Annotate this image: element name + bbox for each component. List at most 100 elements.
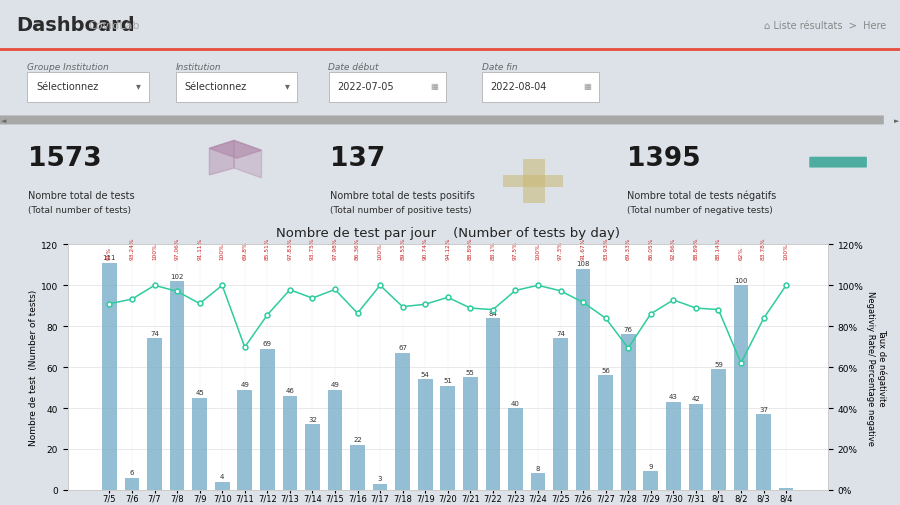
FancyBboxPatch shape — [328, 73, 446, 103]
FancyBboxPatch shape — [809, 158, 867, 168]
Text: 76: 76 — [624, 326, 633, 332]
Text: 88.89%: 88.89% — [468, 237, 472, 259]
Text: 69.8%: 69.8% — [242, 240, 248, 259]
Polygon shape — [210, 141, 234, 176]
Text: 3: 3 — [378, 475, 382, 481]
Bar — [440, 386, 455, 490]
Text: 1573: 1573 — [28, 146, 102, 172]
Bar — [170, 282, 184, 490]
Text: 97.5%: 97.5% — [513, 240, 518, 259]
Text: Nombre total de tests positifs: Nombre total de tests positifs — [329, 190, 474, 200]
Text: ◄: ◄ — [1, 118, 6, 124]
Text: (Total number of tests): (Total number of tests) — [28, 206, 131, 215]
Text: 8: 8 — [536, 465, 540, 471]
Text: (Total number of negative tests): (Total number of negative tests) — [626, 206, 772, 215]
Bar — [508, 408, 523, 490]
Text: 69: 69 — [263, 340, 272, 346]
Text: ►: ► — [894, 118, 899, 124]
Text: 97.06%: 97.06% — [175, 237, 180, 259]
Text: Nombre total de tests négatifs: Nombre total de tests négatifs — [626, 190, 776, 200]
Bar — [418, 380, 433, 490]
Text: 9: 9 — [649, 463, 653, 469]
Bar — [124, 478, 140, 490]
Text: 43: 43 — [669, 394, 678, 399]
Text: Date début: Date début — [328, 63, 379, 72]
Text: 88.1%: 88.1% — [491, 240, 495, 259]
Bar — [644, 472, 658, 490]
Bar — [350, 445, 365, 490]
Bar — [688, 404, 703, 490]
Text: Nombre total de tests: Nombre total de tests — [28, 190, 135, 200]
Text: 74: 74 — [150, 330, 159, 336]
Text: 90.74%: 90.74% — [423, 237, 428, 259]
Text: 93.75%: 93.75% — [310, 237, 315, 259]
Bar — [102, 263, 117, 490]
Text: 32: 32 — [308, 416, 317, 422]
Text: 74: 74 — [556, 330, 565, 336]
Text: 137: 137 — [329, 146, 385, 172]
Text: 51: 51 — [444, 377, 452, 383]
Text: Sélectionnez: Sélectionnez — [184, 81, 247, 91]
Text: 62%: 62% — [739, 246, 743, 259]
Text: 6: 6 — [130, 469, 134, 475]
Text: 100%: 100% — [784, 242, 788, 259]
FancyBboxPatch shape — [0, 116, 884, 125]
Text: 92.86%: 92.86% — [670, 237, 676, 259]
Text: 84: 84 — [489, 310, 498, 316]
Text: ▦: ▦ — [583, 82, 591, 91]
Text: 88.89%: 88.89% — [693, 237, 698, 259]
Text: ⌂ Liste résultats  >  Here: ⌂ Liste résultats > Here — [764, 21, 886, 30]
Text: 94.12%: 94.12% — [446, 237, 450, 259]
Text: 93.24%: 93.24% — [130, 237, 134, 259]
Text: 102: 102 — [170, 273, 184, 279]
Text: 97.3%: 97.3% — [558, 240, 563, 259]
Text: 100%: 100% — [536, 242, 541, 259]
Text: 91.11%: 91.11% — [197, 237, 202, 259]
Bar — [621, 335, 635, 490]
Text: 100%: 100% — [220, 242, 225, 259]
Bar — [193, 398, 207, 490]
Bar — [734, 286, 748, 490]
Bar — [576, 270, 590, 490]
Bar — [283, 396, 297, 490]
Y-axis label: Nombre de test  (Number of tests): Nombre de test (Number of tests) — [29, 289, 38, 445]
FancyBboxPatch shape — [27, 73, 148, 103]
Bar — [260, 349, 274, 490]
Text: 46: 46 — [285, 387, 294, 393]
Text: 83.93%: 83.93% — [603, 237, 608, 259]
Text: 97.83%: 97.83% — [287, 237, 292, 259]
Text: 4: 4 — [220, 473, 224, 479]
Text: 1395: 1395 — [626, 146, 700, 172]
Text: 22: 22 — [353, 436, 362, 442]
Bar — [373, 484, 387, 490]
Bar — [485, 318, 500, 490]
Polygon shape — [210, 141, 262, 159]
Text: 100: 100 — [734, 277, 748, 283]
Text: CovidLab: CovidLab — [88, 21, 140, 30]
Text: 40: 40 — [511, 400, 520, 406]
Text: 59: 59 — [714, 361, 723, 367]
Bar — [328, 390, 342, 490]
Text: 111: 111 — [103, 255, 116, 261]
Text: Institution: Institution — [176, 63, 221, 72]
Text: 56: 56 — [601, 367, 610, 373]
Text: 2022-08-04: 2022-08-04 — [491, 81, 547, 91]
Text: 49: 49 — [330, 381, 339, 387]
Bar — [711, 370, 725, 490]
Text: 2022-07-05: 2022-07-05 — [338, 81, 394, 91]
Text: 86.36%: 86.36% — [355, 237, 360, 259]
Text: 37: 37 — [759, 406, 768, 412]
Text: 100%: 100% — [152, 242, 157, 259]
Bar — [395, 353, 410, 490]
Text: 97.98%: 97.98% — [332, 237, 338, 259]
Y-axis label: Taux de négativite
Negativiy Rate/ Percentage negative: Taux de négativite Negativiy Rate/ Perce… — [867, 290, 886, 445]
Text: ▦: ▦ — [430, 82, 438, 91]
FancyBboxPatch shape — [523, 160, 545, 203]
Text: Sélectionnez: Sélectionnez — [36, 81, 98, 91]
Bar — [778, 488, 794, 490]
Text: 85.51%: 85.51% — [265, 237, 270, 259]
Bar — [531, 474, 545, 490]
Title: Nombre de test par jour    (Number of tests by day): Nombre de test par jour (Number of tests… — [275, 227, 620, 239]
Text: 89.55%: 89.55% — [400, 237, 405, 259]
Bar — [148, 339, 162, 490]
